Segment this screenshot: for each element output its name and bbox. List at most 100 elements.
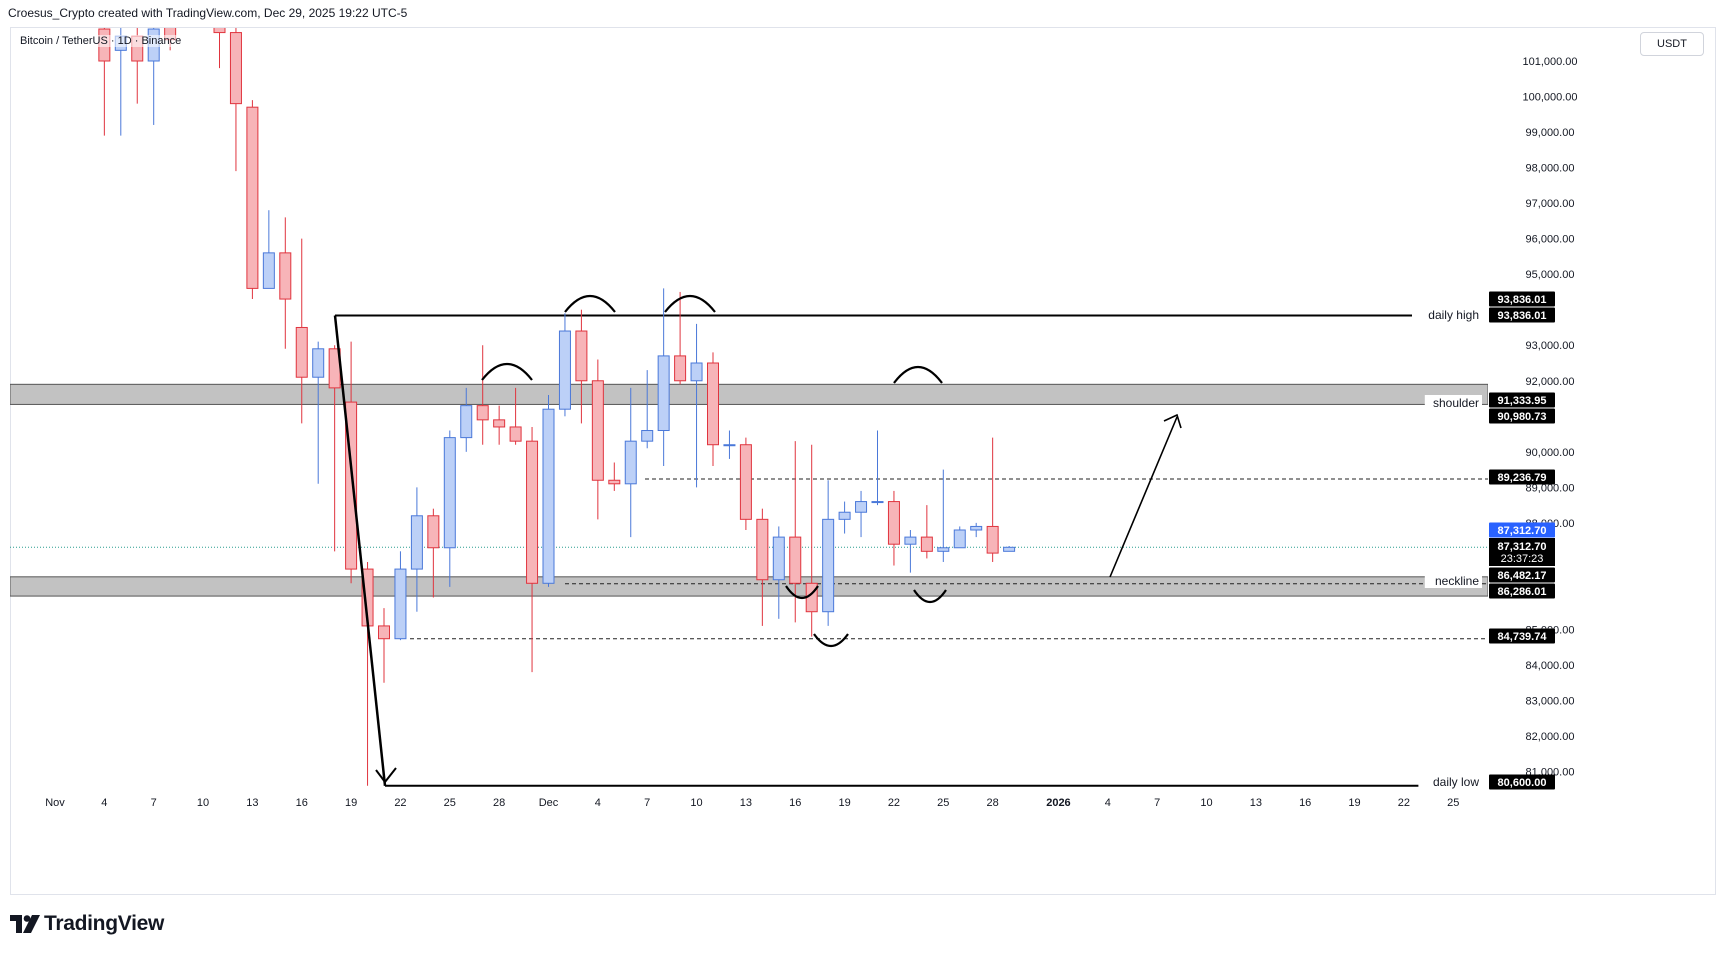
candle-body[interactable] (558, 330, 571, 410)
candle-body[interactable] (262, 252, 275, 289)
arc-neck-3 (913, 589, 947, 604)
tag-high-1-text: 93,836.01 (1498, 294, 1547, 306)
x-tick-label: 4 (595, 797, 601, 809)
candle-body[interactable] (526, 440, 539, 584)
tradingview-logo-icon (10, 915, 40, 933)
candle-body[interactable] (295, 326, 308, 378)
candle-body[interactable] (624, 440, 637, 485)
projection-arrow (1109, 416, 1178, 578)
y-tick-label: 90,000.00 (1526, 447, 1575, 459)
x-tick-label: 10 (197, 797, 209, 809)
y-tick-label: 84,000.00 (1526, 660, 1575, 672)
tag-daily-low-text: 80,600.00 (1498, 777, 1547, 789)
chart-pane[interactable] (10, 27, 1716, 895)
candle-body[interactable] (378, 625, 390, 640)
candle-body[interactable] (542, 408, 555, 584)
candle-body[interactable] (723, 444, 736, 447)
candle-body[interactable] (855, 501, 868, 513)
tag-dashed-upper-bg (1489, 469, 1555, 485)
tag-daily-low-bg (1489, 774, 1555, 790)
arc-neck-2 (813, 633, 849, 648)
daily-high-label: daily high (1428, 308, 1479, 322)
y-tick-label: 98,000.00 (1526, 163, 1575, 175)
y-tick-label: 83,000.00 (1526, 696, 1575, 708)
candle-body[interactable] (707, 362, 719, 446)
candle-body[interactable] (756, 518, 769, 581)
candle-body[interactable] (838, 511, 851, 520)
candle-body[interactable] (427, 515, 440, 549)
daily-low-label: daily low (1433, 775, 1479, 789)
candle-body[interactable] (690, 362, 703, 382)
x-tick-label: 13 (246, 797, 258, 809)
candle-body[interactable] (591, 380, 604, 481)
arc-head-2 (664, 295, 716, 313)
candle-body[interactable] (345, 401, 358, 570)
currency-selector[interactable]: USDT (1640, 32, 1704, 56)
x-tick-label: 13 (740, 797, 752, 809)
candle-body[interactable] (608, 479, 621, 485)
candle-body[interactable] (674, 355, 687, 382)
y-tick-label: 96,000.00 (1526, 234, 1575, 246)
symbol-title: Bitcoin / TetherUS · 1D · Binance (18, 35, 184, 47)
tag-last-price: 87,312.70 (1489, 522, 1555, 538)
tag-shoulder-low: 90,980.73 (1489, 408, 1555, 424)
x-tick-label: 28 (987, 797, 999, 809)
y-tick-label: 97,000.00 (1526, 198, 1575, 210)
candle-body[interactable] (394, 568, 407, 640)
candle-body[interactable] (443, 437, 456, 549)
projection-arrowhead (1163, 413, 1182, 429)
trend-drop-line (333, 315, 387, 786)
x-tick-label: Dec (539, 797, 559, 809)
neckline-label-bg (1424, 573, 1482, 588)
candle-body[interactable] (904, 536, 917, 545)
tag-last-price-text: 87,312.70 (1498, 525, 1547, 537)
candle-body[interactable] (460, 405, 473, 439)
candle-body[interactable] (871, 501, 884, 504)
candle-body[interactable] (575, 330, 588, 382)
trend-drop-arrowhead (375, 767, 397, 784)
candle-body[interactable] (986, 525, 999, 554)
tag-countdown-time: 23:37:23 (1501, 553, 1544, 565)
candle-body[interactable] (1003, 546, 1016, 552)
candle-body[interactable] (789, 536, 802, 584)
candle-body[interactable] (493, 419, 506, 428)
tag-shoulder-top-text: 91,333.95 (1498, 395, 1547, 407)
x-tick-label: 25 (1447, 797, 1459, 809)
tag-neckline-low-bg (1489, 583, 1555, 599)
candle-body[interactable] (641, 430, 654, 442)
candle-body[interactable] (739, 444, 752, 520)
candle-body[interactable] (937, 547, 950, 552)
candle-body[interactable] (953, 529, 966, 549)
tradingview-logo[interactable]: TradingView (10, 912, 164, 936)
x-tick-label: 13 (1250, 797, 1262, 809)
tag-neckline-low: 86,286.01 (1489, 583, 1555, 599)
candle-body[interactable] (279, 252, 292, 300)
candle-body[interactable] (213, 18, 226, 34)
tag-dashed-lower-text: 84,739.74 (1498, 631, 1548, 643)
tag-shoulder-low-bg (1489, 408, 1555, 424)
candle-body[interactable] (509, 426, 522, 442)
shoulder-label-bg (1424, 395, 1482, 410)
candle-body[interactable] (970, 525, 983, 531)
candle-body[interactable] (920, 536, 933, 552)
price-chart[interactable]: 101,000.00 100,000.00 99,000.00 98,000.00 97… (0, 0, 1718, 900)
x-tick-label: 16 (1299, 797, 1311, 809)
tag-shoulder-top: 91,333.95 (1489, 392, 1555, 408)
candle-body[interactable] (410, 515, 423, 570)
candle-body[interactable] (657, 355, 670, 432)
arc-head-1 (564, 295, 616, 313)
tag-high-1-bg (1489, 291, 1555, 307)
candle-body[interactable] (887, 501, 900, 545)
tag-daily-high-bg (1489, 307, 1555, 323)
candle-body[interactable] (476, 405, 489, 421)
candle-body[interactable] (772, 536, 785, 581)
tag-dashed-upper-text: 89,236.79 (1498, 472, 1547, 484)
shoulder-label: shoulder (1433, 396, 1479, 410)
tag-daily-high: 93,836.01 (1489, 307, 1555, 323)
arc-left-shoulder (481, 363, 533, 381)
candle-body[interactable] (822, 518, 835, 613)
candle-body[interactable] (229, 32, 242, 105)
candle-body[interactable] (246, 106, 259, 289)
candle-body[interactable] (312, 348, 325, 378)
x-tick-label: 16 (789, 797, 801, 809)
